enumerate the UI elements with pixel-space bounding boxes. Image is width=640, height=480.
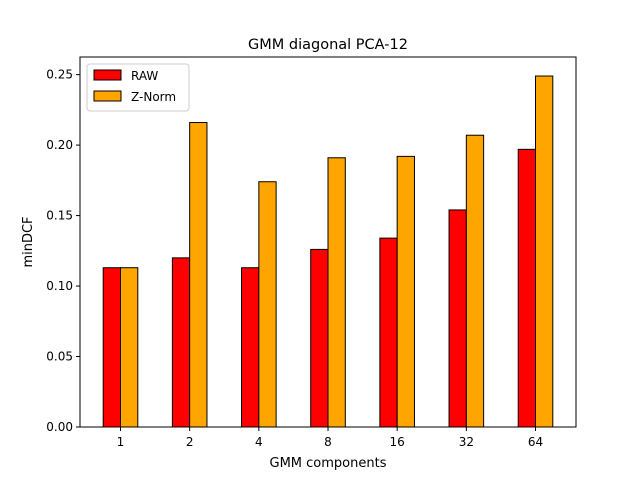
bar-raw-4 bbox=[241, 267, 260, 428]
y-tick-label: 0.20 bbox=[46, 138, 73, 152]
y-axis-label: minDCF bbox=[21, 216, 36, 267]
bar-raw-64 bbox=[517, 148, 537, 428]
x-tick-label: 4 bbox=[255, 435, 263, 449]
legend-swatch-z-norm bbox=[93, 90, 122, 102]
bar-raw-32 bbox=[448, 209, 467, 428]
x-axis: 1 2 4 8 16 32 64 bbox=[117, 427, 543, 449]
bar-z-norm-1 bbox=[120, 267, 139, 428]
x-tick-label: 16 bbox=[390, 435, 405, 449]
chart-title: GMM diagonal PCA-12 bbox=[248, 37, 408, 53]
bar-z-norm-64 bbox=[535, 75, 554, 428]
bar-raw-8 bbox=[310, 248, 329, 428]
y-tick-label: 0.15 bbox=[46, 209, 73, 223]
legend: RAW Z-Norm bbox=[86, 63, 190, 112]
legend-label: RAW bbox=[131, 69, 158, 83]
bars-layer bbox=[102, 75, 554, 428]
bar-z-norm-32 bbox=[465, 134, 485, 428]
bar-raw-1 bbox=[102, 267, 121, 428]
bar-z-norm-16 bbox=[396, 155, 415, 428]
x-tick-label: 2 bbox=[186, 435, 194, 449]
bar-raw-2 bbox=[171, 257, 191, 428]
bar-raw-16 bbox=[379, 237, 398, 428]
y-tick-label: 0.10 bbox=[46, 279, 73, 293]
y-tick-label: 0.25 bbox=[46, 68, 73, 82]
bar-z-norm-2 bbox=[189, 122, 208, 428]
x-tick-label: 8 bbox=[324, 435, 332, 449]
y-tick-label: 0.00 bbox=[46, 420, 73, 434]
x-tick-label: 32 bbox=[459, 435, 474, 449]
y-axis: 0.00 0.05 0.10 0.15 0.20 0.25 bbox=[46, 68, 80, 434]
bar-z-norm-8 bbox=[327, 157, 346, 428]
x-tick-label: 1 bbox=[117, 435, 125, 449]
bar-z-norm-4 bbox=[258, 181, 277, 428]
y-tick-label: 0.05 bbox=[46, 350, 73, 364]
legend-swatch-raw bbox=[93, 69, 122, 81]
x-axis-label: GMM components bbox=[270, 456, 387, 471]
legend-label: Z-Norm bbox=[131, 90, 176, 104]
x-tick-label: 64 bbox=[528, 435, 543, 449]
